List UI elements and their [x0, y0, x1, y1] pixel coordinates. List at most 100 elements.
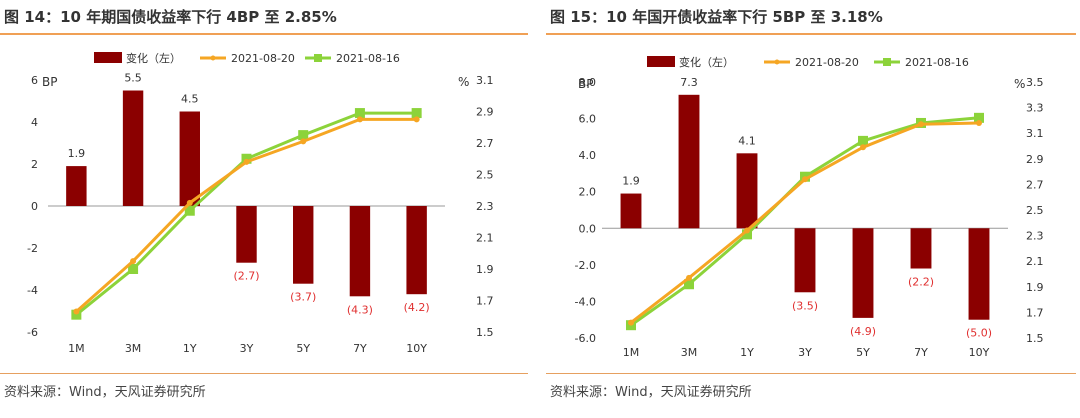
- left-tick-label: 6: [31, 74, 38, 87]
- bar: [852, 228, 874, 318]
- series-point: [241, 153, 252, 164]
- series-point: [918, 121, 924, 128]
- chart-panel-14: 图 14：10 年期国债收益率下行 4BP 至 2.85% 变化（左） 2021-…: [0, 0, 532, 418]
- right-tick-label: 3.5: [1026, 76, 1044, 89]
- right-tick-label: 2.7: [1026, 178, 1044, 191]
- bar: [122, 90, 144, 206]
- bar-data-label: (4.2): [404, 301, 430, 314]
- chart-svg: 变化（左） 2021-08-20 2021-08-16 BP % 8.0 6.0 4.0 2.0…: [575, 55, 1044, 359]
- bar: [179, 111, 200, 206]
- right-tick-label: 1.5: [1026, 332, 1044, 345]
- category-label: 1M: [623, 346, 640, 359]
- chart-panel-15: 图 15：10 年国开债收益率下行 5BP 至 3.18% 变化（左） 2021-…: [546, 0, 1080, 418]
- left-tick-label: 6.0: [579, 113, 597, 126]
- title-rule: [0, 33, 528, 35]
- bar-data-label: 1.9: [622, 175, 640, 188]
- left-axis-label: BP: [42, 75, 57, 89]
- title-rule: [546, 33, 1076, 35]
- right-tick-label: 1.7: [476, 295, 494, 308]
- source-rule: [546, 373, 1076, 374]
- series-point: [686, 274, 692, 281]
- bar: [794, 228, 816, 293]
- bar: [293, 206, 314, 284]
- bar: [910, 228, 932, 269]
- series-point: [411, 108, 422, 119]
- category-label: 7Y: [353, 342, 367, 355]
- category-label: 1Y: [740, 346, 754, 359]
- right-tick-label: 2.5: [1026, 204, 1044, 217]
- bar-data-label: 4.1: [738, 134, 756, 147]
- series-point: [128, 264, 139, 274]
- left-tick-label: -4.0: [575, 295, 596, 308]
- bar-data-label: (4.3): [347, 303, 373, 316]
- left-tick-label: 4.0: [579, 149, 597, 162]
- bar: [736, 153, 758, 229]
- left-tick-label: -2: [27, 242, 38, 255]
- series-point: [71, 309, 82, 320]
- series-point: [744, 227, 750, 234]
- bar-data-label: (2.7): [233, 270, 259, 283]
- legend-label: 2021-08-20: [231, 52, 295, 65]
- legend-marker: [210, 55, 216, 61]
- bar: [620, 193, 642, 229]
- right-tick-label: 3.3: [1026, 102, 1044, 115]
- category-label: 3M: [681, 346, 698, 359]
- bar-data-label: 5.5: [124, 72, 142, 85]
- series-point: [184, 205, 195, 216]
- chart-svg: 变化（左） 2021-08-20 2021-08-16 BP % 6 4 2 0 -2 -4 -6 3.…: [27, 51, 494, 355]
- series-point: [300, 138, 307, 145]
- left-tick-label: -2.0: [575, 259, 596, 272]
- right-tick-label: 2.3: [476, 200, 494, 213]
- category-label: 10Y: [969, 346, 990, 359]
- bar: [236, 206, 257, 263]
- series-point: [628, 319, 634, 326]
- category-label: 3Y: [798, 346, 812, 359]
- category-label: 10Y: [406, 342, 427, 355]
- chart-title: 图 15：10 年国开债收益率下行 5BP 至 3.18%: [550, 8, 883, 26]
- chart-title: 图 14：10 年期国债收益率下行 4BP 至 2.85%: [4, 8, 337, 26]
- series-point: [742, 229, 752, 240]
- legend-label: 变化（左）: [679, 55, 734, 69]
- bar: [66, 166, 87, 206]
- right-tick-label: 1.9: [476, 263, 494, 276]
- left-tick-label: -6: [27, 326, 38, 339]
- category-label: 3M: [125, 342, 142, 355]
- legend-swatch-bar: [94, 52, 122, 63]
- left-tick-label: -6.0: [575, 332, 596, 345]
- series-point: [858, 135, 868, 146]
- legend-swatch-bar: [647, 56, 675, 67]
- source-note: 资料来源：Wind，天风证券研究所: [4, 385, 206, 400]
- series-point: [243, 158, 250, 165]
- legend-label: 2021-08-16: [336, 52, 400, 65]
- category-label: 3Y: [240, 342, 254, 355]
- legend-label: 2021-08-16: [905, 56, 969, 69]
- series-point: [802, 176, 808, 183]
- bar-data-label: (5.0): [966, 327, 992, 340]
- series-point: [186, 199, 193, 206]
- right-tick-label: 2.1: [476, 232, 494, 245]
- category-label: 1Y: [183, 342, 197, 355]
- source-note: 资料来源：Wind，天风证券研究所: [550, 385, 752, 400]
- left-tick-label: 4: [31, 116, 38, 129]
- left-tick-label: 0: [31, 200, 38, 213]
- right-tick-label: 1.9: [1026, 281, 1044, 294]
- right-tick-label: 2.9: [1026, 153, 1044, 166]
- bar-data-label: (2.2): [908, 276, 934, 289]
- source-rule: [0, 373, 528, 374]
- bar: [406, 206, 427, 295]
- bar: [349, 206, 371, 297]
- bar-data-label: (4.9): [850, 325, 876, 338]
- legend-marker: [883, 58, 891, 66]
- right-tick-label: 2.7: [476, 137, 494, 150]
- left-tick-label: -4: [27, 284, 38, 297]
- left-tick-label: 8.0: [579, 76, 597, 89]
- legend-label: 2021-08-20: [795, 56, 859, 69]
- right-tick-label: 3.1: [476, 74, 494, 87]
- series-point: [73, 308, 80, 315]
- category-label: 7Y: [914, 346, 928, 359]
- category-label: 5Y: [856, 346, 870, 359]
- bar: [678, 94, 700, 229]
- legend-marker: [774, 59, 780, 65]
- right-axis-label: %: [458, 75, 469, 89]
- right-tick-label: 3.1: [1026, 127, 1044, 140]
